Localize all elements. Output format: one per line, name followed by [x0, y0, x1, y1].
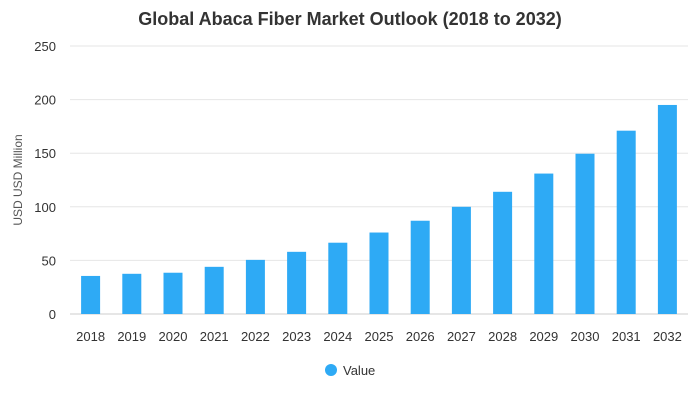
x-tick-label: 2020 [159, 329, 188, 344]
x-tick-label: 2019 [117, 329, 146, 344]
x-tick-label: 2024 [323, 329, 352, 344]
bar-2021[interactable] [204, 266, 224, 314]
bar-2031[interactable] [616, 130, 636, 314]
x-tick-label: 2028 [488, 329, 517, 344]
legend-marker-value [325, 364, 337, 376]
bar-2032[interactable] [657, 104, 677, 315]
y-tick-label: 0 [49, 307, 56, 322]
x-tick-label: 2029 [529, 329, 558, 344]
bar-2029[interactable] [534, 173, 554, 314]
y-tick-label: 150 [34, 146, 56, 161]
x-tick-label: 2032 [653, 329, 682, 344]
y-axis-ticks: 0 50 100 150 200 250 [34, 39, 56, 322]
bar-2026[interactable] [410, 220, 430, 314]
y-tick-label: 200 [34, 93, 56, 108]
legend-label-value: Value [343, 363, 375, 378]
y-tick-label: 100 [34, 200, 56, 215]
x-tick-label: 2018 [76, 329, 105, 344]
bar-2020[interactable] [163, 272, 183, 314]
bar-series [81, 104, 677, 315]
legend[interactable]: Value [325, 363, 375, 378]
x-tick-label: 2025 [365, 329, 394, 344]
bar-2023[interactable] [287, 251, 307, 314]
y-tick-label: 50 [42, 253, 56, 268]
bar-2019[interactable] [122, 273, 142, 314]
x-tick-label: 2030 [571, 329, 600, 344]
x-axis-ticks: 2018 2019 2020 2021 2022 2023 2024 2025 2026 2027… [76, 329, 682, 344]
bar-2027[interactable] [451, 206, 471, 314]
y-axis-label: USD USD Million [11, 134, 25, 225]
bar-2028[interactable] [493, 191, 513, 314]
x-tick-label: 2026 [406, 329, 435, 344]
bar-2018[interactable] [81, 275, 101, 314]
x-tick-label: 2023 [282, 329, 311, 344]
y-tick-label: 250 [34, 39, 56, 54]
x-tick-label: 2022 [241, 329, 270, 344]
x-tick-label: 2021 [200, 329, 229, 344]
bar-2025[interactable] [369, 232, 389, 314]
x-tick-label: 2031 [612, 329, 641, 344]
bar-2024[interactable] [328, 242, 348, 314]
bar-2030[interactable] [575, 153, 595, 314]
chart-title: Global Abaca Fiber Market Outlook (2018 … [138, 9, 561, 29]
x-tick-label: 2027 [447, 329, 476, 344]
bar-2022[interactable] [245, 259, 265, 314]
